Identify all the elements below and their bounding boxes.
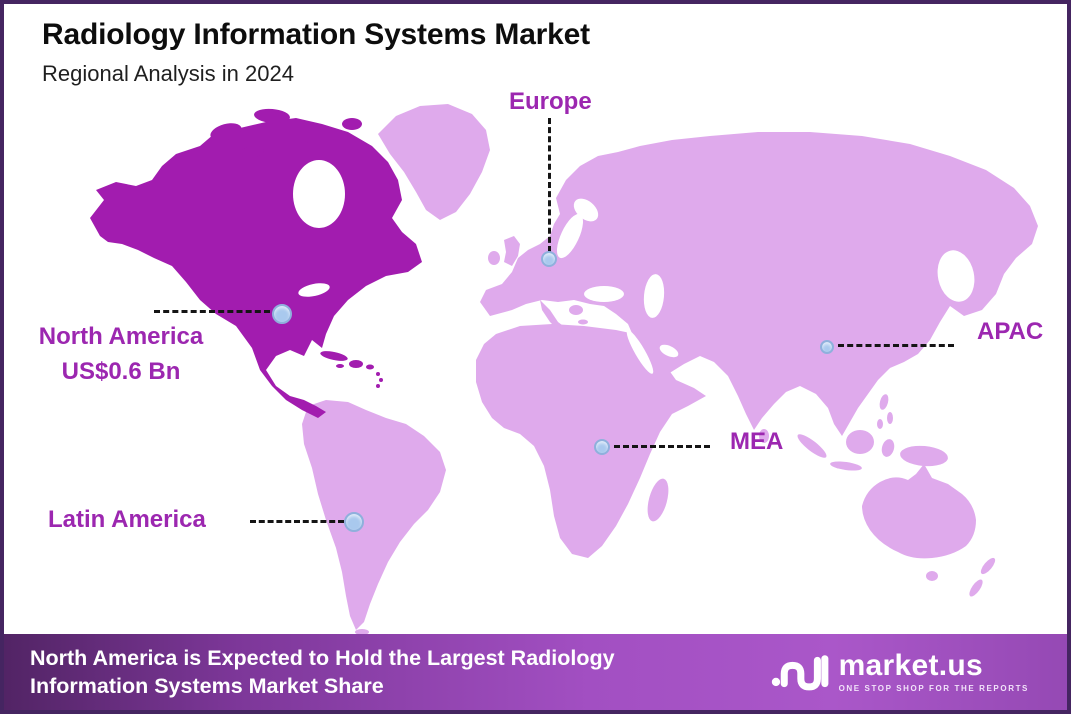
footer-banner: North America is Expected to Hold the La… <box>4 634 1067 710</box>
marketus-logo-icon <box>771 655 828 691</box>
region-south-america <box>302 400 446 630</box>
apac-marker <box>820 340 834 354</box>
latin-america-connector <box>250 520 344 523</box>
logo-tagline: ONE STOP SHOP FOR THE REPORTS <box>838 684 1029 693</box>
region-australia <box>862 464 976 559</box>
logo-text: market.us ONE STOP SHOP FOR THE REPORTS <box>839 651 1029 693</box>
header: Radiology Information Systems Market Reg… <box>42 18 590 87</box>
mea-connector <box>614 445 710 448</box>
region-iceland <box>455 169 479 183</box>
region-madagascar <box>647 478 669 522</box>
region-eurasia <box>480 132 1038 436</box>
europe-marker <box>541 251 557 267</box>
latin-america-marker <box>344 512 364 532</box>
europe-connector <box>548 118 551 252</box>
page-subtitle: Regional Analysis in 2024 <box>42 61 294 86</box>
region-base <box>302 104 1038 635</box>
mea-label: MEA <box>730 428 784 455</box>
region-uk <box>504 236 520 266</box>
region-africa <box>476 324 706 558</box>
north-america-value: US$0.6 Bn <box>61 357 181 385</box>
north-america-name: North America <box>38 323 204 350</box>
marketus-logo: market.us ONE STOP SHOP FOR THE REPORTS <box>771 648 1029 696</box>
latin-america-label: Latin America <box>48 506 206 533</box>
logo-brand: market.us <box>838 649 984 682</box>
page-title: Radiology Information Systems Market <box>42 18 590 51</box>
world-map <box>90 104 1038 635</box>
mea-marker <box>594 439 610 455</box>
north-america-label: North America US$0.6 Bn <box>11 320 231 390</box>
apac-connector <box>838 344 954 347</box>
europe-label: Europe <box>509 88 592 115</box>
north-america-connector <box>154 310 270 313</box>
sea-carveouts <box>293 160 975 374</box>
apac-label: APAC <box>977 318 1044 345</box>
north-america-marker <box>272 304 292 324</box>
banner-text: North America is Expected to Hold the La… <box>30 645 615 698</box>
region-greenland <box>378 104 490 220</box>
